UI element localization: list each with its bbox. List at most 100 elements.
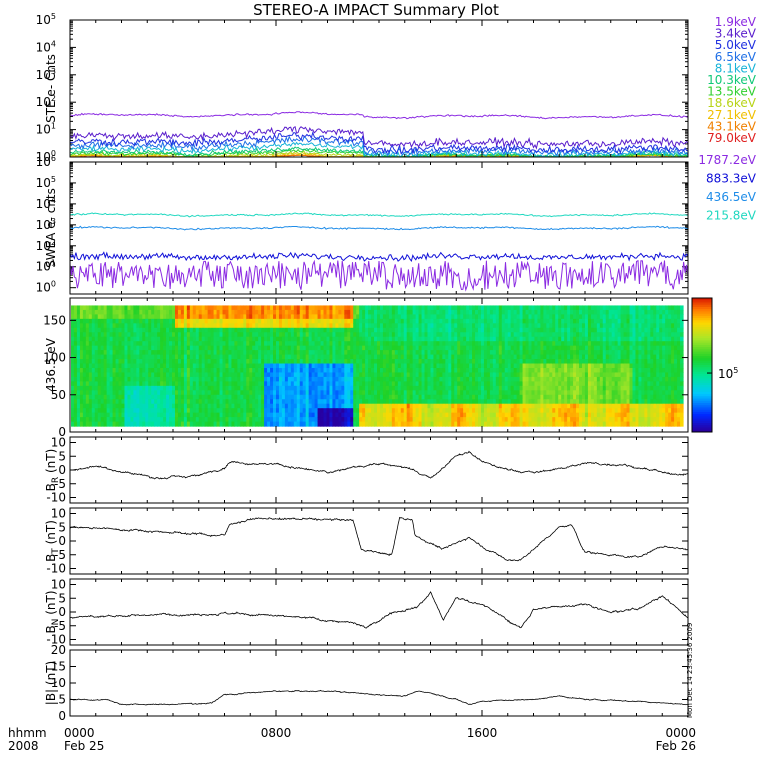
heatmap-cell bbox=[151, 318, 155, 324]
heatmap-cell bbox=[519, 341, 524, 347]
heatmap-cell bbox=[85, 323, 90, 329]
heatmap-cell bbox=[406, 318, 411, 324]
heatmap-cell bbox=[463, 412, 467, 418]
heatmap-cell bbox=[454, 332, 458, 338]
heatmap-cell bbox=[299, 367, 304, 374]
heatmap-cell bbox=[195, 336, 200, 342]
heatmap-cell bbox=[180, 394, 185, 400]
heatmap-cell bbox=[540, 323, 544, 329]
heatmap-cell bbox=[219, 408, 224, 414]
heatmap-cell bbox=[418, 412, 423, 418]
heatmap-cell bbox=[516, 309, 521, 315]
heatmap-cell bbox=[448, 354, 452, 360]
heatmap-cell bbox=[112, 390, 117, 396]
heatmap-cell bbox=[388, 336, 393, 342]
heatmap-cell bbox=[246, 332, 250, 338]
heatmap-cell bbox=[275, 421, 280, 427]
heatmap-cell bbox=[174, 363, 179, 369]
heatmap-cell bbox=[555, 399, 559, 405]
heatmap-cell bbox=[216, 372, 221, 378]
heatmap-cell bbox=[486, 408, 491, 414]
heatmap-cell bbox=[537, 394, 541, 400]
heatmap-cell bbox=[374, 394, 378, 400]
heatmap-cell bbox=[174, 327, 179, 333]
heatmap-cell bbox=[454, 412, 458, 418]
heatmap-cell bbox=[174, 332, 179, 338]
heatmap-cell bbox=[397, 367, 402, 374]
heatmap-cell bbox=[166, 390, 170, 396]
heatmap-cell bbox=[163, 345, 167, 351]
heatmap-cell bbox=[347, 323, 351, 329]
heatmap-cell bbox=[412, 399, 417, 405]
heatmap-cell bbox=[222, 359, 227, 365]
heatmap-cell bbox=[284, 345, 289, 351]
heatmap-cell bbox=[555, 372, 559, 378]
heatmap-cell bbox=[192, 421, 197, 427]
heatmap-cell bbox=[489, 376, 494, 382]
heatmap-cell bbox=[237, 417, 241, 423]
heatmap-cell bbox=[573, 408, 577, 414]
heatmap-cell bbox=[249, 367, 253, 374]
heatmap-cell bbox=[320, 345, 325, 351]
heatmap-cell bbox=[225, 390, 230, 396]
heatmap-cell bbox=[183, 417, 188, 423]
heatmap-cell bbox=[195, 345, 200, 351]
heatmap-cell bbox=[335, 314, 339, 320]
heatmap-cell bbox=[287, 318, 292, 324]
heatmap-cell bbox=[284, 394, 289, 400]
heatmap-cell bbox=[133, 399, 137, 405]
heatmap-cell bbox=[329, 408, 334, 414]
heatmap-cell bbox=[109, 403, 114, 409]
heatmap-cell bbox=[154, 367, 158, 374]
heatmap-cell bbox=[109, 394, 114, 400]
heatmap-cell bbox=[439, 314, 443, 320]
heatmap-cell bbox=[240, 408, 244, 414]
heatmap-cell bbox=[252, 372, 256, 378]
heatmap-cell bbox=[142, 390, 146, 396]
heatmap-cell bbox=[267, 417, 271, 423]
heatmap-cell bbox=[537, 336, 541, 342]
heatmap-cell bbox=[267, 318, 271, 324]
heatmap-cell bbox=[463, 323, 467, 329]
heatmap-cell bbox=[127, 350, 132, 356]
heatmap-cell bbox=[284, 305, 289, 311]
heatmap-cell bbox=[362, 350, 366, 356]
heatmap-cell bbox=[534, 309, 539, 315]
heatmap-cell bbox=[88, 412, 93, 418]
heatmap-cell bbox=[284, 309, 289, 315]
heatmap-cell bbox=[192, 309, 197, 315]
heatmap-cell bbox=[94, 385, 99, 391]
heatmap-cell bbox=[329, 359, 334, 365]
heatmap-cell bbox=[486, 305, 491, 311]
heatmap-cell bbox=[172, 327, 176, 333]
heatmap-cell bbox=[151, 327, 155, 333]
heatmap-cell bbox=[258, 412, 262, 418]
heatmap-cell bbox=[145, 390, 149, 396]
heatmap-cell bbox=[127, 336, 132, 342]
heatmap-cell bbox=[537, 372, 541, 378]
heatmap-cell bbox=[124, 394, 129, 400]
heatmap-cell bbox=[415, 345, 420, 351]
heatmap-cell bbox=[71, 394, 75, 400]
heatmap-cell bbox=[421, 363, 426, 369]
heatmap-cell bbox=[169, 305, 173, 311]
heatmap-cell bbox=[133, 390, 137, 396]
heatmap-cell bbox=[555, 412, 559, 418]
heatmap-cell bbox=[139, 332, 143, 338]
heatmap-cell bbox=[73, 314, 78, 320]
heatmap-cell bbox=[166, 376, 170, 382]
heatmap-cell bbox=[329, 403, 334, 409]
heatmap-cell bbox=[172, 323, 176, 329]
heatmap-cell bbox=[219, 376, 224, 382]
heatmap-cell bbox=[421, 305, 426, 311]
heatmap-cell bbox=[317, 341, 322, 347]
heatmap-cell bbox=[403, 363, 408, 369]
heatmap-cell bbox=[172, 309, 176, 315]
heatmap-cell bbox=[344, 323, 348, 329]
heatmap-cell bbox=[439, 327, 443, 333]
heatmap-cell bbox=[403, 305, 408, 311]
heatmap-cell bbox=[142, 412, 146, 418]
heatmap-cell bbox=[528, 367, 533, 374]
heatmap-cell bbox=[326, 341, 331, 347]
heatmap-cell bbox=[186, 350, 191, 356]
